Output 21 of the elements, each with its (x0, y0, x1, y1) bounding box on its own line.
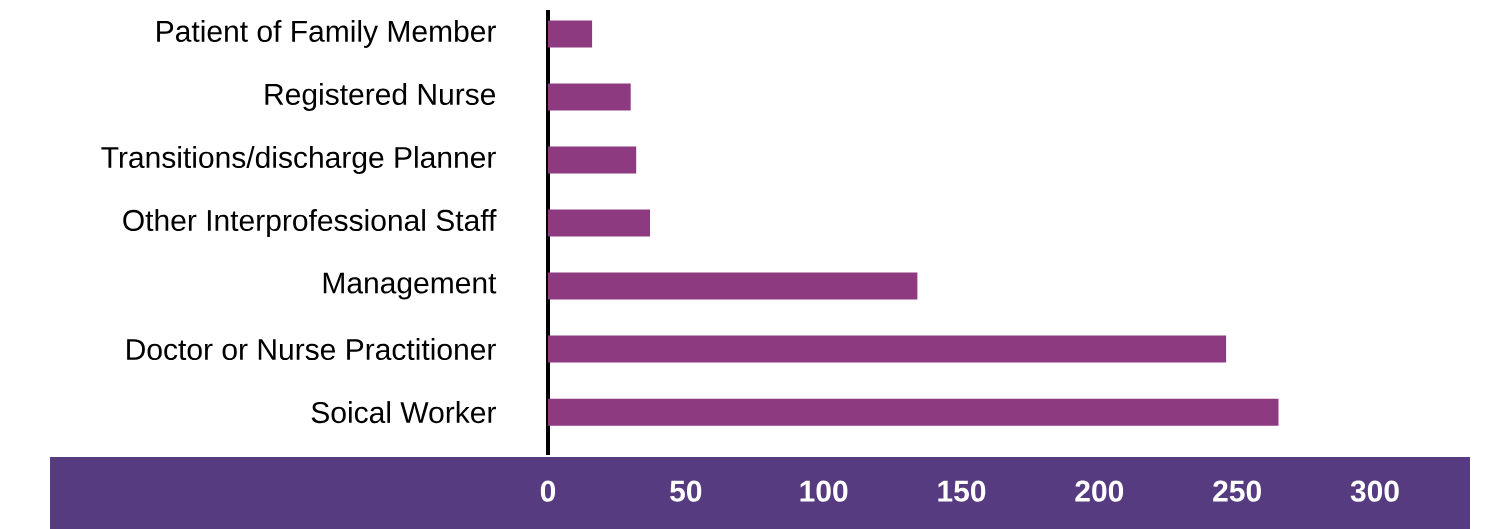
y-tick-label: Transitions/discharge Planner (101, 146, 496, 174)
x-tick-label: 0 (540, 480, 556, 502)
y-tick-label: Doctor or Nurse Practitioner (127, 338, 496, 361)
x-tick-label: 250 (1213, 480, 1261, 502)
x-tick-label: 200 (1075, 480, 1124, 502)
bar (548, 209, 650, 237)
y-tick-label: Patient of Family Member (157, 19, 496, 48)
bar (548, 398, 1279, 426)
y-tick-label: Soical Worker (311, 401, 496, 424)
y-tick-label: Management (323, 272, 497, 300)
bar (548, 20, 593, 48)
y-tick-label: Registered Nurse (265, 83, 496, 111)
bar (548, 83, 631, 111)
x-tick-label: 50 (670, 480, 702, 502)
bar (548, 272, 918, 300)
bar (548, 335, 1227, 363)
x-tick-label: 100 (800, 480, 848, 502)
x-tick-label: 150 (938, 480, 986, 502)
y-tick-label: Other Interprofessional Staff (123, 209, 497, 238)
x-tick-label: 300 (1350, 480, 1399, 502)
bar (548, 146, 637, 174)
